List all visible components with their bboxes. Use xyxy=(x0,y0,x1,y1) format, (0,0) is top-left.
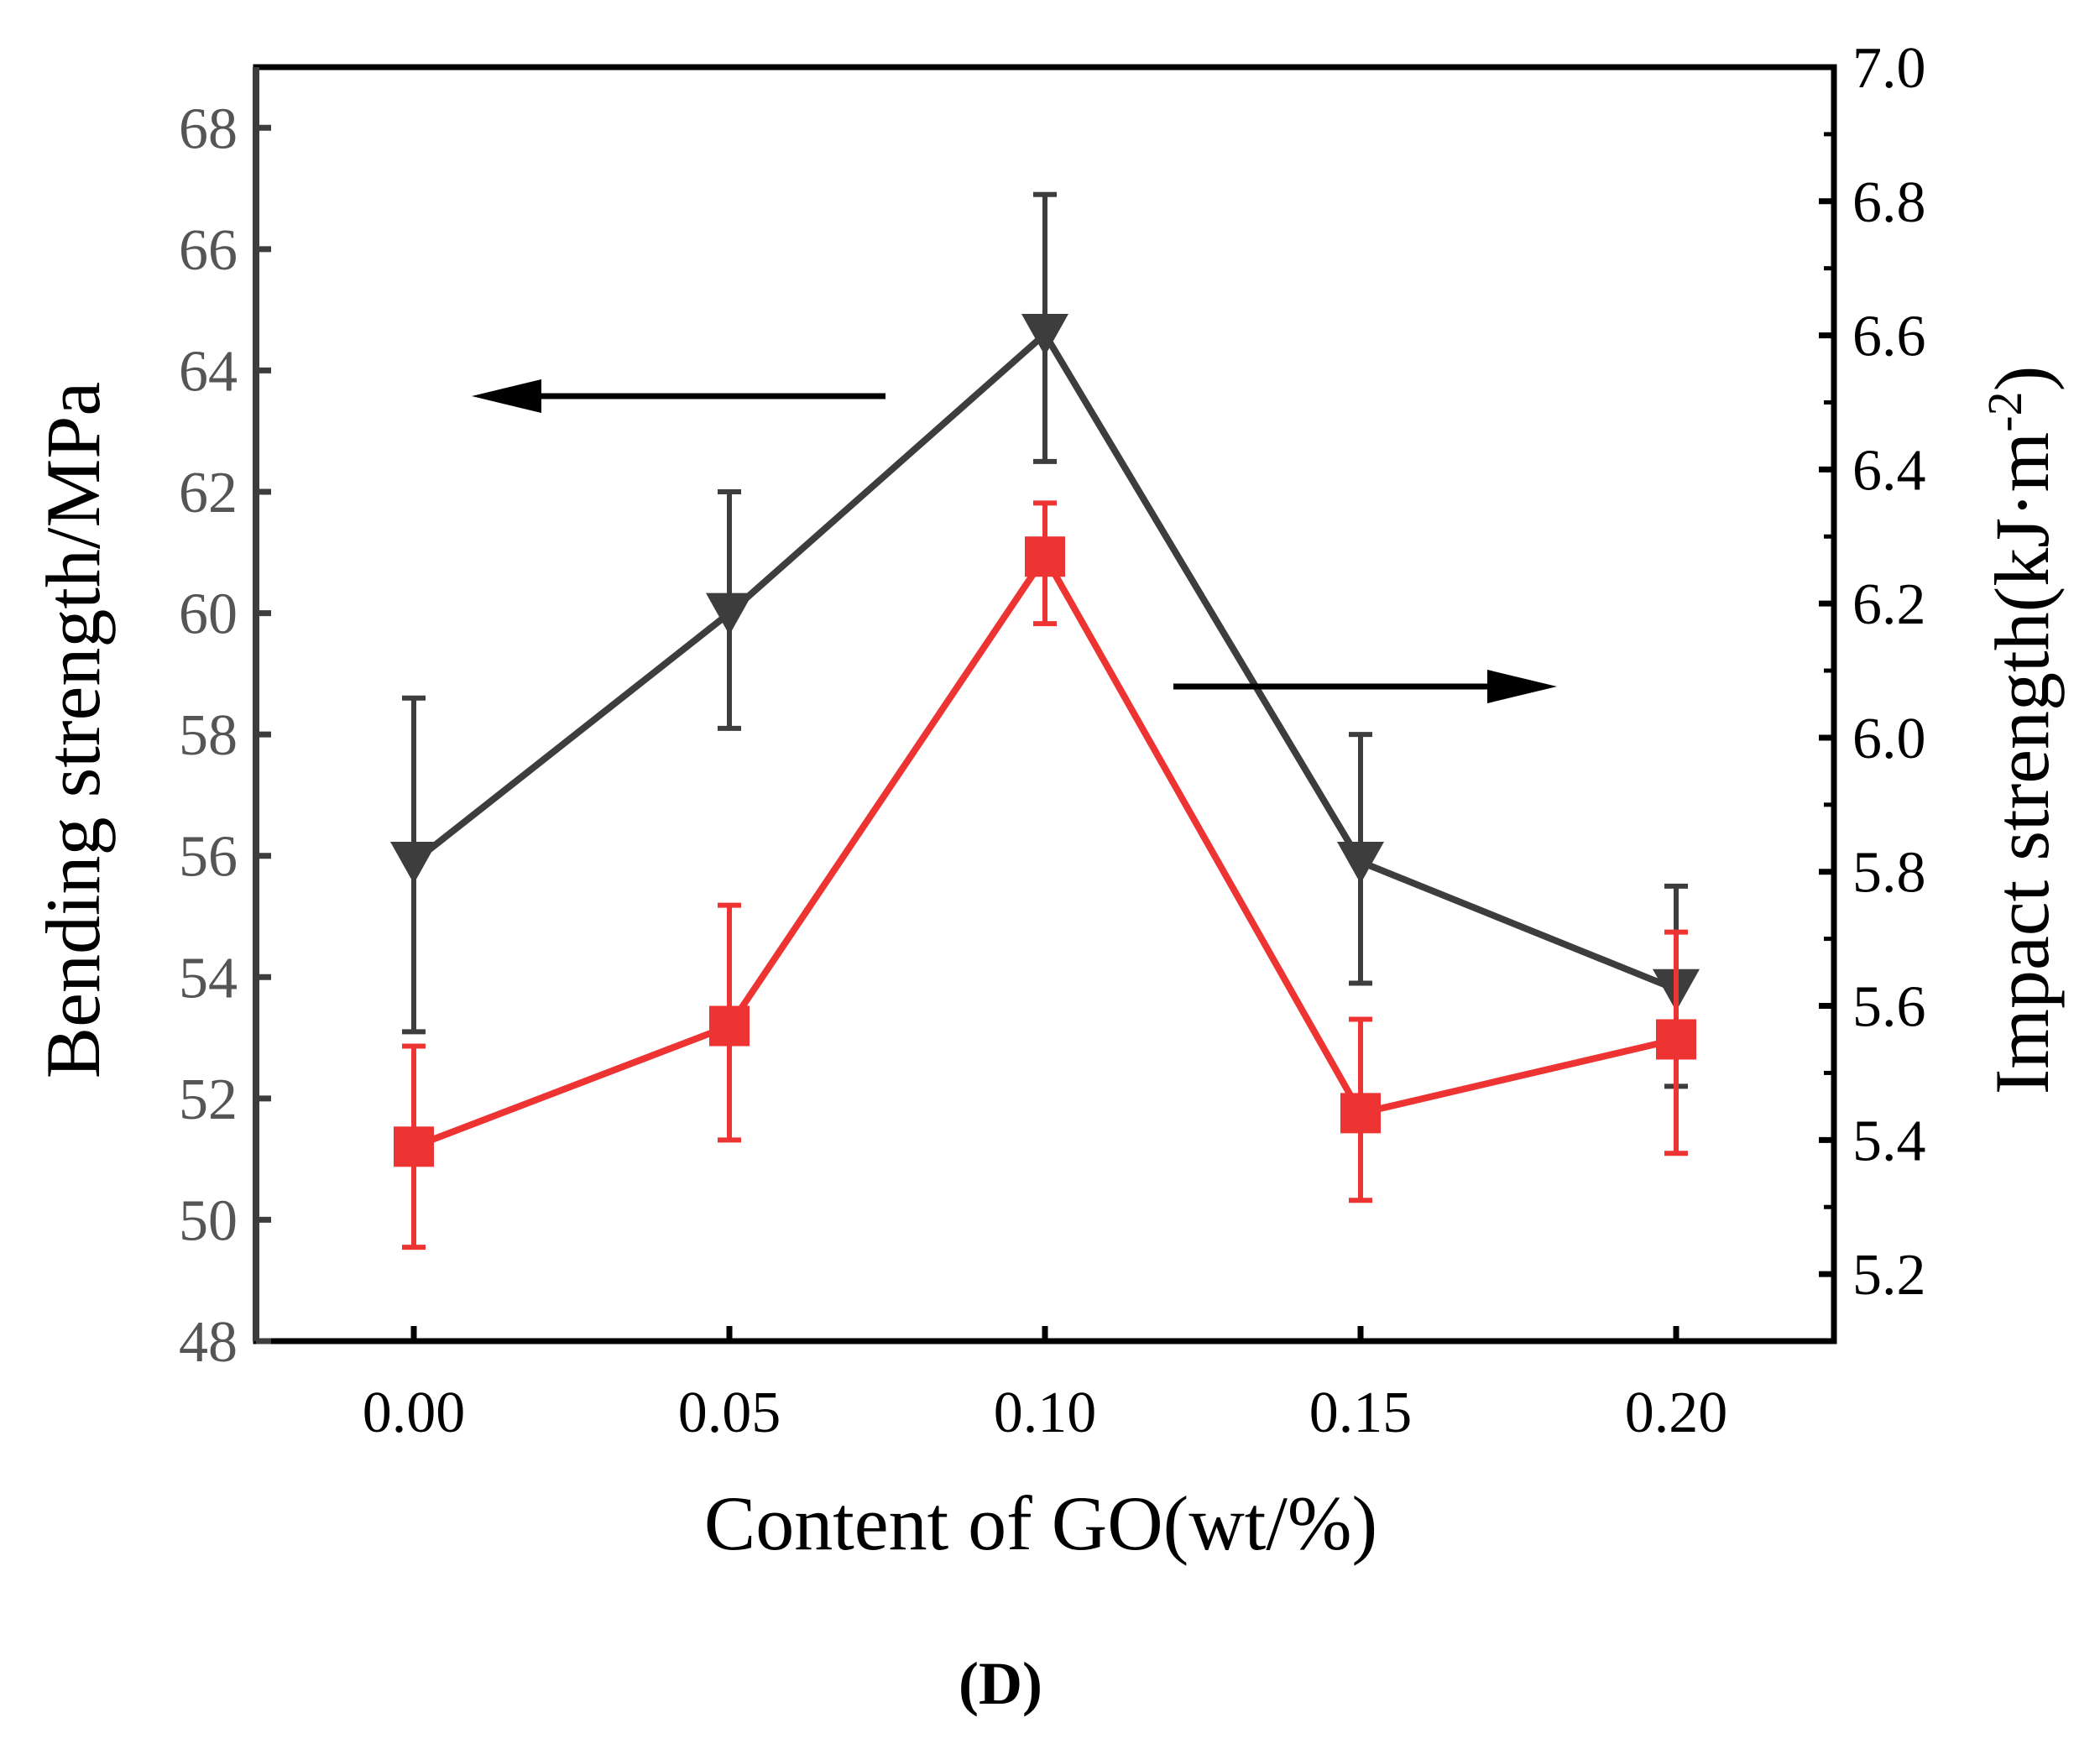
left-tick-label: 52 xyxy=(179,1068,238,1132)
right-tick-label: 7.0 xyxy=(1852,36,1926,101)
right-arrow-head xyxy=(1487,670,1557,703)
left-tick-label: 66 xyxy=(179,218,238,283)
right-tick-label: 6.0 xyxy=(1852,707,1926,771)
x-axis-title: Content of GO(wt/%) xyxy=(704,1480,1377,1566)
left-axis-title: Bending strength/MPa xyxy=(30,382,116,1079)
x-tick-label: 0.20 xyxy=(1625,1381,1728,1445)
left-tick-label: 62 xyxy=(179,461,238,525)
left-axis-ticks: 48 50 52 54 56 58 60 62 64 66 68 xyxy=(179,97,271,1375)
right-tick-label: 5.8 xyxy=(1852,841,1926,906)
data-point-square xyxy=(709,1005,750,1047)
x-tick-label: 0.15 xyxy=(1309,1381,1413,1445)
series-layer xyxy=(390,191,1700,1250)
left-tick-label: 58 xyxy=(179,703,238,768)
data-point-triangle xyxy=(706,593,753,635)
right-tick-label: 5.2 xyxy=(1852,1243,1926,1308)
right-tick-label: 5.4 xyxy=(1852,1109,1926,1173)
left-tick-label: 60 xyxy=(179,582,238,647)
data-point-triangle xyxy=(1021,314,1068,357)
right-tick-label: 6.4 xyxy=(1852,438,1926,503)
data-point-triangle xyxy=(390,841,437,884)
data-point-square xyxy=(1656,1019,1696,1060)
left-tick-label: 56 xyxy=(179,825,238,890)
right-axis-ticks: 5.2 5.4 5.6 5.8 6.0 6.2 6.4 6.6 6.8 7.0 xyxy=(1819,36,1926,1308)
x-axis-ticks: 0.00 0.05 0.10 0.15 0.20 xyxy=(363,1326,1728,1445)
data-point-square xyxy=(394,1126,434,1167)
right-axis-title-close: ) xyxy=(1979,366,2065,392)
x-tick-label: 0.10 xyxy=(994,1381,1097,1445)
right-tick-label: 5.6 xyxy=(1852,975,1926,1040)
left-tick-label: 48 xyxy=(179,1310,238,1375)
right-tick-label: 6.8 xyxy=(1852,170,1926,235)
right-tick-label: 6.2 xyxy=(1852,572,1926,637)
series-line xyxy=(412,550,1677,1151)
right-axis-title-superscript: -2 xyxy=(1977,391,2032,431)
right-axis-title: Impact strength(kJ·m-2) xyxy=(1977,366,2065,1094)
data-point-triangle xyxy=(1337,841,1384,884)
left-arrow-head xyxy=(472,379,541,413)
data-point-square xyxy=(1340,1093,1381,1134)
series-2 xyxy=(394,500,1696,1250)
direction-arrows xyxy=(472,379,1557,703)
left-tick-label: 64 xyxy=(179,339,238,404)
x-tick-label: 0.05 xyxy=(678,1381,781,1445)
left-tick-label: 54 xyxy=(179,946,238,1010)
left-tick-label: 68 xyxy=(179,97,238,161)
right-tick-label: 6.6 xyxy=(1852,305,1926,369)
data-point-square xyxy=(1025,536,1065,577)
left-tick-label: 50 xyxy=(179,1188,238,1253)
panel-label: (D) xyxy=(959,1650,1042,1717)
x-tick-label: 0.00 xyxy=(363,1381,466,1445)
series-1 xyxy=(390,191,1700,1089)
